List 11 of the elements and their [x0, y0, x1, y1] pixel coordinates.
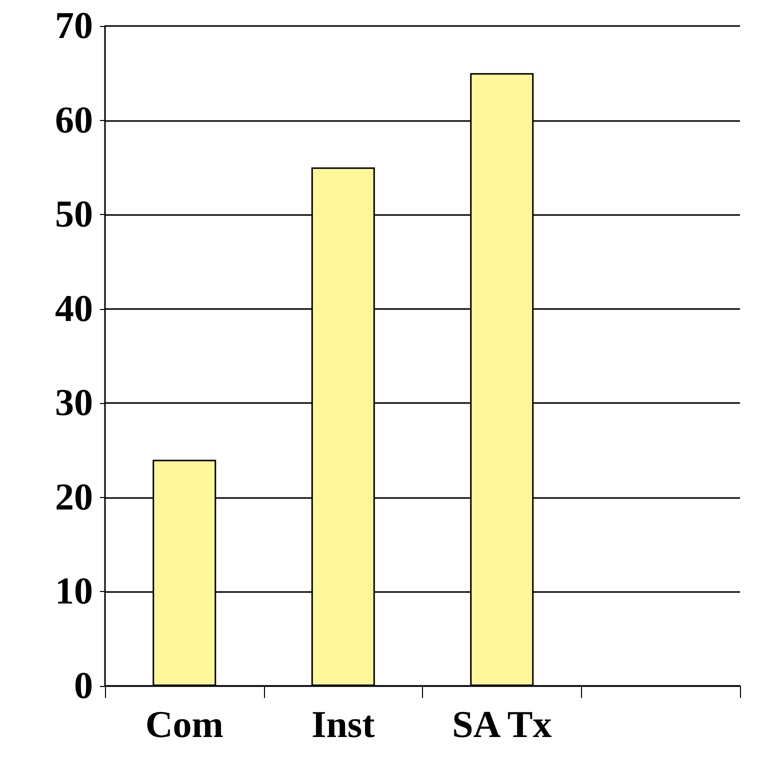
y-tick-label: 30 [55, 382, 93, 424]
x-tick-label: Inst [311, 704, 376, 746]
x-tick-label: Com [145, 704, 224, 746]
y-tick-label: 50 [55, 194, 93, 236]
y-tick-label: 0 [74, 665, 93, 707]
y-tick-label: 20 [55, 476, 93, 518]
y-tick-label: 40 [55, 288, 93, 330]
y-tick-label: 70 [55, 5, 93, 47]
y-tick-label: 10 [55, 570, 93, 613]
y-tick-label: 60 [55, 99, 93, 142]
x-tick-label: SA Tx [452, 704, 552, 746]
